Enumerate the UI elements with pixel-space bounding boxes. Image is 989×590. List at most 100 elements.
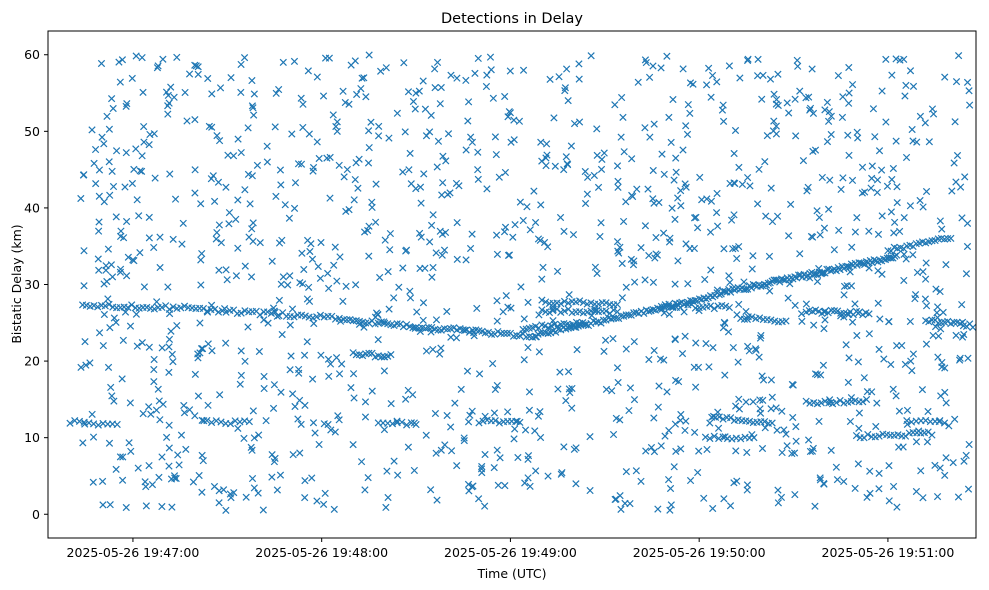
data-point bbox=[519, 66, 528, 74]
data-point bbox=[575, 75, 583, 83]
data-point bbox=[273, 486, 281, 494]
data-point bbox=[922, 259, 930, 267]
data-point bbox=[402, 421, 411, 429]
data-point bbox=[570, 323, 578, 331]
data-point bbox=[805, 93, 813, 101]
data-point bbox=[504, 303, 512, 311]
data-point bbox=[122, 272, 131, 280]
y-tick-label: 50 bbox=[24, 124, 40, 139]
data-point bbox=[727, 216, 736, 224]
data-point bbox=[308, 474, 316, 482]
data-point bbox=[902, 153, 911, 162]
data-point bbox=[749, 280, 757, 289]
data-point bbox=[406, 149, 414, 157]
data-point bbox=[657, 302, 666, 310]
data-point bbox=[762, 212, 770, 220]
data-point bbox=[715, 413, 723, 421]
data-point bbox=[406, 287, 414, 295]
data-point bbox=[495, 173, 503, 181]
data-point bbox=[352, 159, 360, 167]
data-point bbox=[863, 493, 871, 502]
data-point bbox=[823, 98, 831, 107]
data-point bbox=[609, 306, 618, 314]
data-point bbox=[240, 434, 248, 443]
data-point bbox=[572, 444, 580, 452]
data-point bbox=[839, 93, 847, 101]
data-point bbox=[654, 505, 662, 513]
data-point bbox=[953, 151, 962, 160]
data-point bbox=[524, 343, 532, 352]
data-point bbox=[387, 399, 395, 408]
data-point bbox=[313, 73, 321, 81]
data-point bbox=[104, 245, 113, 253]
data-point bbox=[464, 418, 473, 426]
data-point bbox=[944, 317, 952, 326]
data-point bbox=[240, 53, 249, 62]
data-point bbox=[728, 435, 736, 443]
data-point bbox=[759, 396, 767, 404]
data-point bbox=[125, 439, 133, 447]
data-point bbox=[656, 355, 665, 363]
data-point bbox=[365, 51, 373, 59]
data-point bbox=[336, 253, 344, 261]
data-point bbox=[249, 219, 257, 227]
data-point bbox=[223, 276, 231, 284]
data-point bbox=[952, 77, 961, 86]
data-point bbox=[802, 397, 810, 405]
data-point bbox=[215, 266, 223, 274]
data-point bbox=[735, 163, 743, 172]
data-point bbox=[934, 332, 943, 340]
data-point bbox=[91, 145, 100, 154]
data-point bbox=[245, 417, 253, 426]
data-point bbox=[367, 118, 375, 126]
data-point bbox=[494, 481, 502, 489]
data-point bbox=[646, 133, 654, 141]
data-point bbox=[473, 304, 481, 313]
data-point bbox=[98, 477, 107, 486]
data-point bbox=[116, 78, 124, 86]
data-point bbox=[938, 225, 946, 233]
data-point bbox=[164, 102, 172, 110]
data-point bbox=[446, 423, 455, 431]
data-point bbox=[173, 321, 181, 330]
data-point bbox=[597, 219, 605, 227]
data-point bbox=[335, 416, 343, 424]
data-point bbox=[903, 420, 912, 428]
x-tick-label: 2025-05-26 19:49:00 bbox=[444, 545, 577, 560]
data-point bbox=[350, 196, 358, 204]
data-point bbox=[564, 97, 572, 105]
data-point bbox=[806, 274, 814, 282]
data-point bbox=[650, 447, 659, 456]
data-point bbox=[848, 243, 856, 251]
data-point bbox=[729, 245, 737, 253]
data-point bbox=[791, 95, 799, 103]
data-point bbox=[99, 501, 107, 509]
plot-frame bbox=[47, 30, 977, 539]
data-point bbox=[867, 184, 875, 192]
data-point bbox=[570, 119, 579, 128]
data-point bbox=[95, 266, 103, 274]
data-point bbox=[650, 346, 658, 355]
data-point bbox=[701, 433, 710, 441]
data-point bbox=[731, 244, 740, 252]
data-point bbox=[713, 286, 722, 294]
data-point bbox=[484, 328, 493, 337]
data-point bbox=[858, 163, 867, 171]
data-point bbox=[759, 71, 767, 79]
data-point bbox=[487, 66, 495, 74]
data-point bbox=[649, 306, 657, 314]
data-point bbox=[713, 189, 721, 198]
data-point bbox=[733, 477, 741, 485]
data-point bbox=[296, 279, 304, 287]
data-point bbox=[536, 433, 545, 442]
data-point bbox=[818, 269, 826, 277]
data-point bbox=[495, 419, 504, 427]
data-point bbox=[510, 435, 518, 443]
data-point bbox=[873, 176, 882, 184]
data-point bbox=[813, 207, 821, 215]
data-point bbox=[164, 110, 172, 118]
data-point bbox=[802, 300, 811, 308]
data-point bbox=[612, 314, 620, 322]
data-point bbox=[885, 318, 893, 326]
